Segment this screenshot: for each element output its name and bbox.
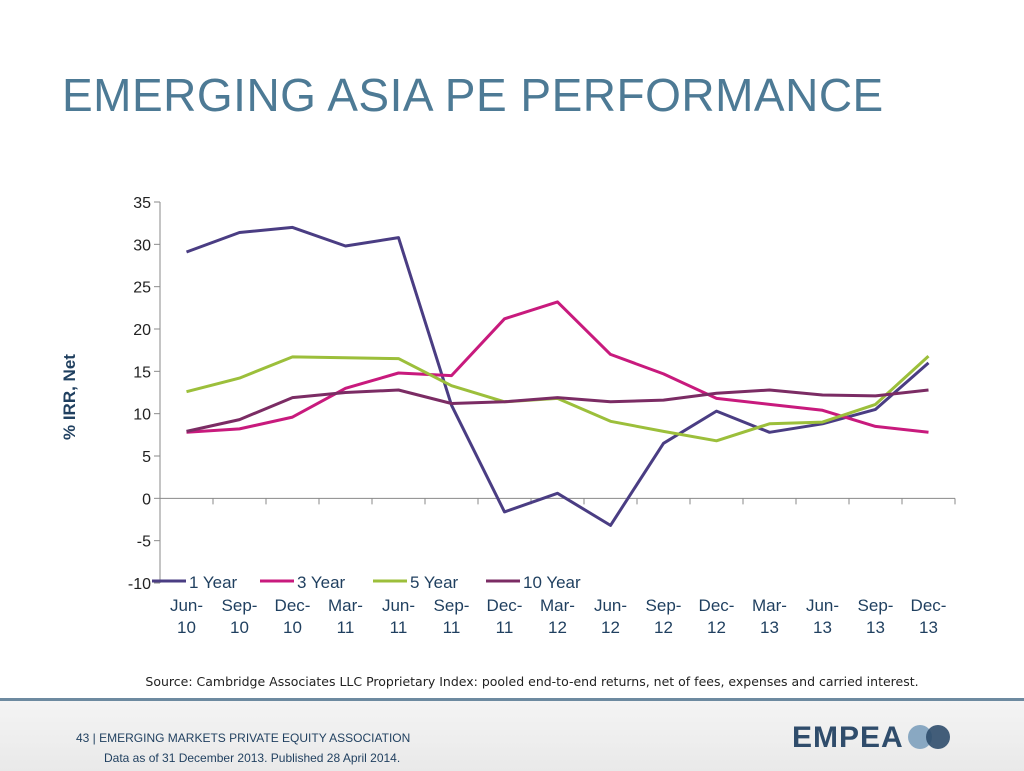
x-tick-label: Jun-12 <box>594 596 627 637</box>
empea-logo: EMPEA <box>792 721 952 755</box>
x-tick-label: Dec-11 <box>487 596 523 637</box>
chart-series <box>185 225 930 527</box>
x-tick-label: Sep-13 <box>858 596 894 637</box>
x-tick-label: Jun-11 <box>382 596 415 637</box>
chart-legend: 1 Year 3 Year 5 Year 10 Year <box>152 573 581 592</box>
x-tick-label: Sep-12 <box>646 596 682 637</box>
x-tick-label: Jun-13 <box>806 596 839 637</box>
legend-label: 10 Year <box>523 573 581 592</box>
y-axis-label: % IRR, Net <box>60 354 79 440</box>
x-tick-label: Dec-12 <box>699 596 735 637</box>
y-tick-label: 15 <box>133 364 151 381</box>
y-tick-label: -10 <box>128 576 151 593</box>
logo-text: EMPEA <box>792 721 904 754</box>
chart-axes: 35 30 25 20 15 10 5 0 -5 -10 Jun-10 Sep-10 Dec-10 Mar… <box>128 195 956 637</box>
footer-page-label: 43 | EMERGING MARKETS PRIVATE EQUITY ASS… <box>76 731 411 745</box>
footer: 43 | EMERGING MARKETS PRIVATE EQUITY ASS… <box>0 698 1024 771</box>
x-tick-label: Jun-10 <box>170 596 203 637</box>
y-tick-label: 10 <box>133 407 151 424</box>
y-tick-label: 0 <box>142 491 151 508</box>
x-tick-label: Mar-11 <box>328 596 363 637</box>
page-title: EMERGING ASIA PE PERFORMANCE <box>62 69 884 121</box>
legend-label: 3 Year <box>297 573 346 592</box>
legend-label: 5 Year <box>410 573 459 592</box>
legend-label: 1 Year <box>189 573 238 592</box>
y-tick-label: 5 <box>142 449 151 466</box>
series-line-10-year <box>186 388 929 433</box>
x-tick-label: Dec-10 <box>275 596 311 637</box>
series-line-1-year <box>185 225 930 527</box>
y-tick-label: 35 <box>133 195 151 212</box>
y-tick-label: -5 <box>137 534 151 551</box>
y-tick-label: 25 <box>133 280 151 297</box>
irr-line-chart: 35 30 25 20 15 10 5 0 -5 -10 Jun-10 Sep-10 Dec-10 Mar… <box>128 195 956 637</box>
logo-circles-icon <box>907 725 952 751</box>
x-tick-label: Sep-10 <box>222 596 258 637</box>
y-tick-label: 30 <box>133 237 151 254</box>
y-tick-label: 20 <box>133 322 151 339</box>
x-tick-label: Dec-13 <box>911 596 947 637</box>
series-line-3-year <box>186 300 929 434</box>
x-tick-label: Mar-13 <box>752 596 787 637</box>
x-tick-label: Mar-12 <box>540 596 575 637</box>
x-tick-label: Sep-11 <box>434 596 470 637</box>
source-note: Source: Cambridge Associates LLC Proprie… <box>145 674 919 689</box>
footer-data-note: Data as of 31 December 2013. Published 2… <box>104 751 401 765</box>
